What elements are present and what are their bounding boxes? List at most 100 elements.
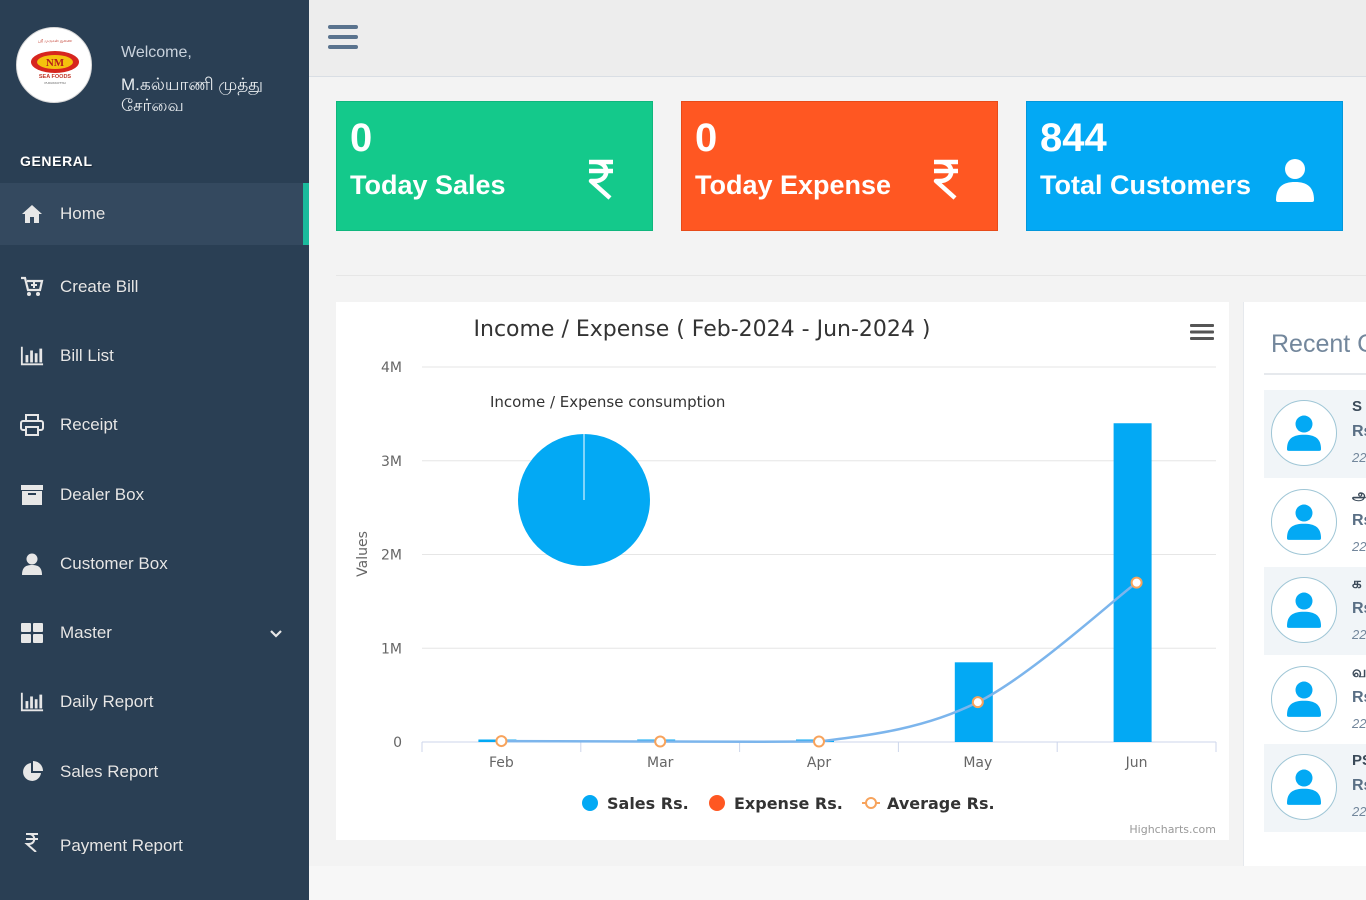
average-line — [495, 576, 1143, 748]
y-tick-label: 2M — [381, 548, 402, 564]
average-spline — [501, 581, 1138, 744]
chevron-down-icon — [269, 626, 283, 640]
user-icon — [20, 552, 44, 576]
chart-legend: Sales Rs. Expense Rs. Average Rs. — [582, 794, 995, 813]
sidebar-menu: Home Create Bill Bill List Receipt Deale… — [0, 183, 309, 854]
user-icon — [1287, 681, 1321, 717]
recent-item-amount: Rs — [1352, 512, 1366, 529]
average-point — [654, 735, 667, 748]
bar-chart-icon — [20, 690, 44, 714]
rupee-icon — [931, 158, 971, 202]
sidebar-item-create-bill[interactable]: Create Bill — [0, 252, 309, 321]
list-item[interactable]: S Rs 22 — [1264, 390, 1366, 478]
sidebar-item-bill-list[interactable]: Bill List — [0, 321, 309, 390]
svg-text:ஸ்ரீ முருகன் துணை: ஸ்ரீ முருகன் துணை — [38, 38, 73, 44]
pie-chart-icon — [20, 760, 44, 784]
sidebar-item-label: Create Bill — [60, 276, 139, 296]
grid-icon — [20, 621, 44, 645]
y-tick-label: 0 — [393, 735, 402, 751]
sidebar-item-label: Customer Box — [60, 553, 168, 573]
sidebar-item-customer-box[interactable]: Customer Box — [0, 529, 309, 598]
legend-label: Expense Rs. — [734, 794, 843, 813]
sidebar-item-label: Master — [60, 623, 112, 643]
sidebar-item-label: Sales Report — [60, 761, 159, 781]
user-name: M.கல்யாணி முத்து சேர்வை — [121, 75, 264, 115]
x-tick-label: May — [963, 755, 992, 771]
average-point — [971, 696, 984, 709]
welcome-text: Welcome, — [121, 44, 192, 61]
today-sales-label: Today Sales — [350, 170, 506, 200]
today-expense-label: Today Expense — [695, 170, 892, 200]
avatar — [1271, 577, 1337, 643]
recent-item-date: 22 — [1352, 716, 1366, 731]
sidebar-item-payment-report[interactable]: Payment Report — [0, 806, 309, 854]
list-item[interactable]: PS Rs 22 — [1264, 744, 1366, 832]
recent-item-name: க — [1352, 575, 1362, 592]
chart-credits[interactable]: Highcharts.com — [1129, 823, 1216, 836]
recent-item-date: 22 — [1352, 804, 1366, 819]
sidebar-item-daily-report[interactable]: Daily Report — [0, 668, 309, 737]
sidebar-item-label: Receipt — [60, 415, 118, 435]
footer-area — [309, 866, 1366, 900]
today-expense-tile[interactable]: 0 Today Expense — [681, 101, 998, 231]
total-customers-tile[interactable]: 844 Total Customers — [1026, 101, 1343, 231]
today-sales-tile[interactable]: 0 Today Sales — [336, 101, 653, 231]
recent-item-amount: Rs — [1352, 423, 1366, 440]
sidebar-item-dealer-box[interactable]: Dealer Box — [0, 460, 309, 529]
avatar — [1271, 754, 1337, 820]
list-item[interactable]: அ Rs 22 — [1264, 479, 1366, 567]
company-logo: ஸ்ரீ முருகன் துணை NM SEA FOODS PUDUKKOTT… — [16, 27, 92, 103]
sidebar-item-label: Payment Report — [60, 836, 183, 855]
legend-marker-icon — [582, 795, 598, 811]
avatar — [1271, 400, 1337, 466]
legend-marker-icon — [865, 797, 877, 809]
list-item[interactable]: வ Rs 22 — [1264, 656, 1366, 744]
user-icon — [1287, 769, 1321, 805]
sidebar-item-sales-report[interactable]: Sales Report — [0, 737, 309, 806]
list-item[interactable]: க Rs 22 — [1264, 567, 1366, 655]
sidebar: ஸ்ரீ முருகன் துணை NM SEA FOODS PUDUKKOTT… — [0, 0, 309, 900]
home-icon — [20, 202, 44, 226]
today-sales-count: 0 — [350, 116, 373, 160]
chart-context-menu-icon[interactable] — [1190, 324, 1214, 340]
user-icon — [1287, 504, 1321, 540]
sidebar-item-home[interactable]: Home — [0, 183, 309, 245]
chart-canvas: Income / Expense ( Feb-2024 - Jun-2024 )… — [355, 317, 1217, 836]
recent-item-date: 22 — [1352, 539, 1366, 554]
y-tick-label: 1M — [381, 641, 402, 657]
recent-customers-panel: Recent C S Rs 22 அ Rs 22 க Rs 22 வ Rs 22 — [1243, 302, 1366, 866]
recent-item-date: 22 — [1352, 627, 1366, 642]
y-tick-label: 4M — [381, 360, 402, 376]
top-navbar — [309, 0, 1366, 77]
printer-icon — [20, 413, 44, 437]
legend-marker-icon — [709, 795, 725, 811]
average-point — [1130, 576, 1143, 589]
recent-item-name: வ — [1352, 664, 1366, 681]
menu-section-title: GENERAL — [20, 153, 93, 169]
svg-text:NM: NM — [46, 57, 65, 69]
y-tick-label: 3M — [381, 454, 402, 470]
sidebar-item-label: Bill List — [60, 345, 114, 365]
divider — [336, 275, 1366, 276]
average-point — [813, 735, 825, 748]
avatar — [1271, 489, 1337, 555]
sidebar-item-master[interactable]: Master — [0, 598, 309, 667]
menu-toggle-icon[interactable] — [328, 25, 360, 53]
bar-chart-icon — [20, 344, 44, 368]
y-axis-title: Values — [355, 531, 371, 577]
x-tick-label: Jun — [1125, 755, 1148, 771]
user-icon — [1276, 158, 1316, 202]
sidebar-item-label: Dealer Box — [60, 484, 145, 504]
user-icon — [1287, 415, 1321, 451]
recent-item-name: S — [1352, 398, 1363, 415]
sidebar-item-receipt[interactable]: Receipt — [0, 391, 309, 460]
svg-text:PUDUKKOTTAI: PUDUKKOTTAI — [44, 81, 65, 85]
recent-item-name: அ — [1352, 487, 1366, 506]
user-icon — [1287, 592, 1321, 628]
income-expense-chart: Income / Expense ( Feb-2024 - Jun-2024 )… — [336, 302, 1229, 840]
sidebar-item-label: Home — [60, 204, 106, 223]
legend-label: Sales Rs. — [607, 794, 689, 813]
chart-title: Income / Expense ( Feb-2024 - Jun-2024 ) — [474, 317, 931, 342]
x-tick-label: Mar — [647, 755, 674, 771]
y-axis-ticks: 0 1M 2M 3M 4M — [381, 360, 402, 751]
